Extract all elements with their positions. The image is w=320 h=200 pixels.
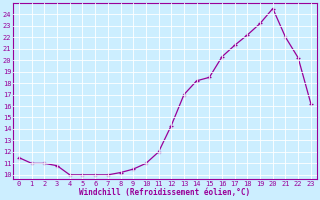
X-axis label: Windchill (Refroidissement éolien,°C): Windchill (Refroidissement éolien,°C) xyxy=(79,188,251,197)
